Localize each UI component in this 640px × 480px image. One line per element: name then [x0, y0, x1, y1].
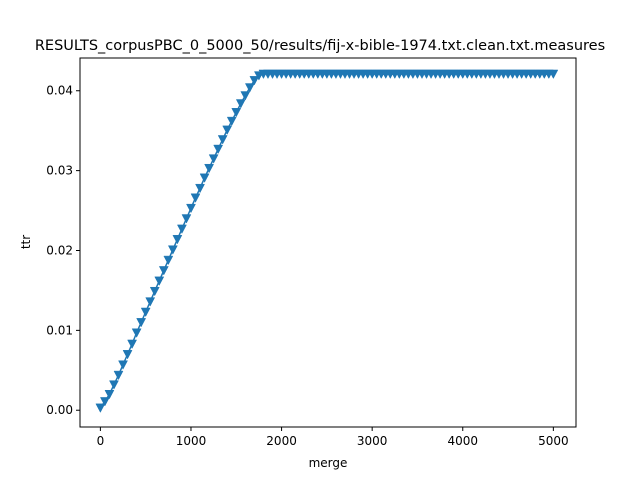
data-point-marker	[113, 370, 124, 381]
data-point-marker	[154, 276, 165, 286]
chart-title: RESULTS_corpusPBC_0_5000_50/results/fij-…	[35, 38, 605, 54]
x-axis-label: merge	[309, 456, 348, 470]
data-point-marker	[158, 266, 169, 276]
data-point-marker	[109, 380, 119, 390]
data-point-marker	[195, 183, 205, 194]
data-point-marker	[240, 91, 251, 101]
data-point-marker	[149, 286, 160, 297]
data-point-marker	[222, 125, 233, 135]
y-tick-label: 0.01	[46, 323, 73, 337]
data-point-marker	[213, 144, 224, 155]
data-point-marker	[235, 99, 246, 109]
data-point-marker	[172, 235, 183, 245]
data-point-marker	[231, 108, 242, 118]
x-tick-label: 4000	[447, 434, 478, 448]
data-point-marker	[244, 83, 255, 93]
series-layer	[95, 69, 559, 413]
data-point-marker	[204, 163, 215, 174]
data-point-marker	[217, 135, 228, 145]
plot-area-frame	[79, 57, 577, 428]
y-tick-label: 0.02	[46, 243, 73, 257]
y-axis: 0.00 0.01 0.02 0.03 0.04	[46, 84, 80, 417]
data-point-marker	[167, 245, 178, 255]
x-tick-label: 5000	[538, 434, 569, 448]
data-point-marker	[118, 360, 128, 370]
x-tick-label: 0	[97, 434, 105, 448]
data-point-marker	[186, 203, 196, 214]
data-point-marker	[548, 69, 559, 80]
data-point-marker	[181, 214, 192, 224]
x-axis: 0 1000 2000 3000 4000 5000	[97, 427, 569, 448]
data-point-marker	[136, 318, 147, 328]
data-point-marker	[99, 397, 110, 407]
data-point-marker	[199, 173, 210, 183]
data-point-marker	[122, 350, 133, 360]
data-point-marker	[249, 76, 260, 86]
data-point-marker	[127, 339, 138, 349]
y-tick-label: 0.03	[46, 164, 73, 178]
data-point-marker	[163, 255, 174, 266]
x-tick-label: 3000	[357, 434, 388, 448]
data-point-marker	[145, 297, 156, 307]
y-tick-label: 0.00	[46, 403, 73, 417]
x-tick-label: 1000	[176, 434, 207, 448]
data-point-marker	[208, 154, 219, 164]
data-point-marker	[131, 328, 142, 338]
data-point-marker	[177, 224, 187, 234]
data-point-marker	[95, 403, 106, 413]
y-axis-label: ttr	[19, 235, 33, 249]
data-point-marker	[104, 390, 115, 400]
y-tick-label: 0.04	[46, 84, 73, 98]
data-point-marker	[140, 307, 151, 318]
data-point-marker	[226, 116, 237, 127]
x-tick-label: 2000	[266, 434, 297, 448]
data-point-marker	[190, 193, 201, 203]
